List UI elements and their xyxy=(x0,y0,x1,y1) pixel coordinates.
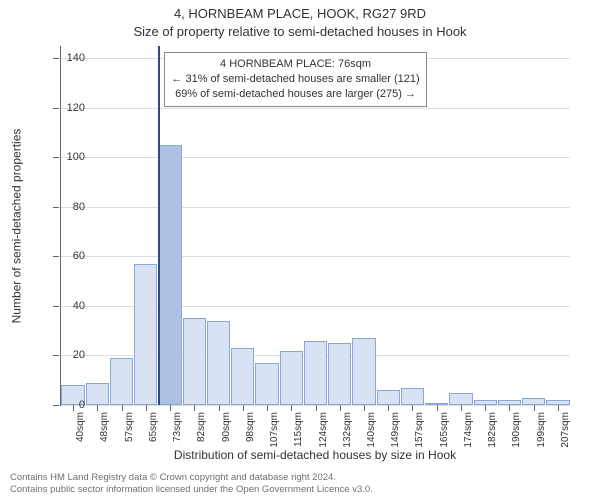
annotation-box: 4 HORNBEAM PLACE: 76sqm ← 31% of semi-de… xyxy=(164,52,426,107)
x-tick-label: 48sqm xyxy=(99,412,110,452)
y-tick-label: 60 xyxy=(45,250,85,262)
x-tick xyxy=(534,405,535,411)
x-tick xyxy=(316,405,317,411)
chart-subtitle: Size of property relative to semi-detach… xyxy=(0,24,600,39)
histogram-bar xyxy=(304,341,327,405)
x-tick xyxy=(243,405,244,411)
annotation-line1: 4 HORNBEAM PLACE: 76sqm xyxy=(171,57,419,72)
x-tick xyxy=(485,405,486,411)
x-tick-label: 57sqm xyxy=(124,412,135,452)
y-tick-label: 20 xyxy=(45,349,85,361)
y-tick-label: 140 xyxy=(45,52,85,64)
x-tick xyxy=(170,405,171,411)
x-tick xyxy=(461,405,462,411)
x-tick-label: 90sqm xyxy=(221,412,232,452)
y-tick-label: 100 xyxy=(45,151,85,163)
x-tick-label: 82sqm xyxy=(196,412,207,452)
x-tick xyxy=(388,405,389,411)
histogram-bar xyxy=(86,383,109,405)
x-tick-label: 140sqm xyxy=(366,412,377,452)
histogram-bar xyxy=(377,390,400,405)
gridline xyxy=(61,256,570,257)
x-tick-label: 165sqm xyxy=(439,412,450,452)
histogram-bar xyxy=(328,343,351,405)
y-axis-label: Number of semi-detached properties xyxy=(8,46,24,406)
x-tick-label: 174sqm xyxy=(463,412,474,452)
y-tick-label: 120 xyxy=(45,102,85,114)
x-tick xyxy=(267,405,268,411)
gridline xyxy=(61,157,570,158)
histogram-bar xyxy=(158,145,181,405)
x-tick xyxy=(412,405,413,411)
chart-container: 4, HORNBEAM PLACE, HOOK, RG27 9RD Size o… xyxy=(0,0,600,500)
histogram-bar xyxy=(280,351,303,405)
footer-line2: Contains public sector information licen… xyxy=(10,484,373,496)
x-tick xyxy=(146,405,147,411)
x-tick xyxy=(558,405,559,411)
histogram-bar xyxy=(207,321,230,405)
footer-line1: Contains HM Land Registry data © Crown c… xyxy=(10,472,373,484)
x-tick-label: 73sqm xyxy=(172,412,183,452)
y-tick-label: 40 xyxy=(45,300,85,312)
annotation-line2: ← 31% of semi-detached houses are smalle… xyxy=(171,72,419,87)
y-tick-label: 0 xyxy=(45,399,85,411)
x-tick-label: 115sqm xyxy=(293,412,304,452)
x-tick xyxy=(97,405,98,411)
x-tick-label: 182sqm xyxy=(487,412,498,452)
chart-title: 4, HORNBEAM PLACE, HOOK, RG27 9RD xyxy=(0,6,600,21)
x-tick-label: 157sqm xyxy=(414,412,425,452)
histogram-bar xyxy=(255,363,278,405)
x-tick xyxy=(219,405,220,411)
histogram-bar xyxy=(401,388,424,405)
histogram-bar xyxy=(352,338,375,405)
x-tick xyxy=(509,405,510,411)
x-tick-label: 65sqm xyxy=(148,412,159,452)
x-tick-label: 190sqm xyxy=(511,412,522,452)
x-axis-label: Distribution of semi-detached houses by … xyxy=(60,448,570,462)
histogram-bar xyxy=(110,358,133,405)
annotation-line3: 69% of semi-detached houses are larger (… xyxy=(171,87,419,102)
x-tick-label: 98sqm xyxy=(245,412,256,452)
x-tick xyxy=(364,405,365,411)
gridline xyxy=(61,207,570,208)
x-tick-label: 149sqm xyxy=(390,412,401,452)
x-tick xyxy=(437,405,438,411)
histogram-bar xyxy=(183,318,206,405)
y-tick-label: 80 xyxy=(45,201,85,213)
histogram-bar xyxy=(134,264,157,405)
x-tick-label: 199sqm xyxy=(536,412,547,452)
histogram-bar xyxy=(449,393,472,405)
x-tick-label: 124sqm xyxy=(318,412,329,452)
gridline xyxy=(61,108,570,109)
x-tick-label: 40sqm xyxy=(75,412,86,452)
histogram-bar xyxy=(231,348,254,405)
x-tick xyxy=(122,405,123,411)
footer-attribution: Contains HM Land Registry data © Crown c… xyxy=(10,472,373,496)
x-tick-label: 107sqm xyxy=(269,412,280,452)
plot-area: 40sqm48sqm57sqm65sqm73sqm82sqm90sqm98sqm… xyxy=(60,46,570,406)
x-tick-label: 132sqm xyxy=(342,412,353,452)
property-marker-line xyxy=(158,46,160,405)
x-tick-label: 207sqm xyxy=(560,412,571,452)
histogram-bar xyxy=(522,398,545,405)
x-tick xyxy=(194,405,195,411)
x-tick xyxy=(291,405,292,411)
x-tick xyxy=(340,405,341,411)
